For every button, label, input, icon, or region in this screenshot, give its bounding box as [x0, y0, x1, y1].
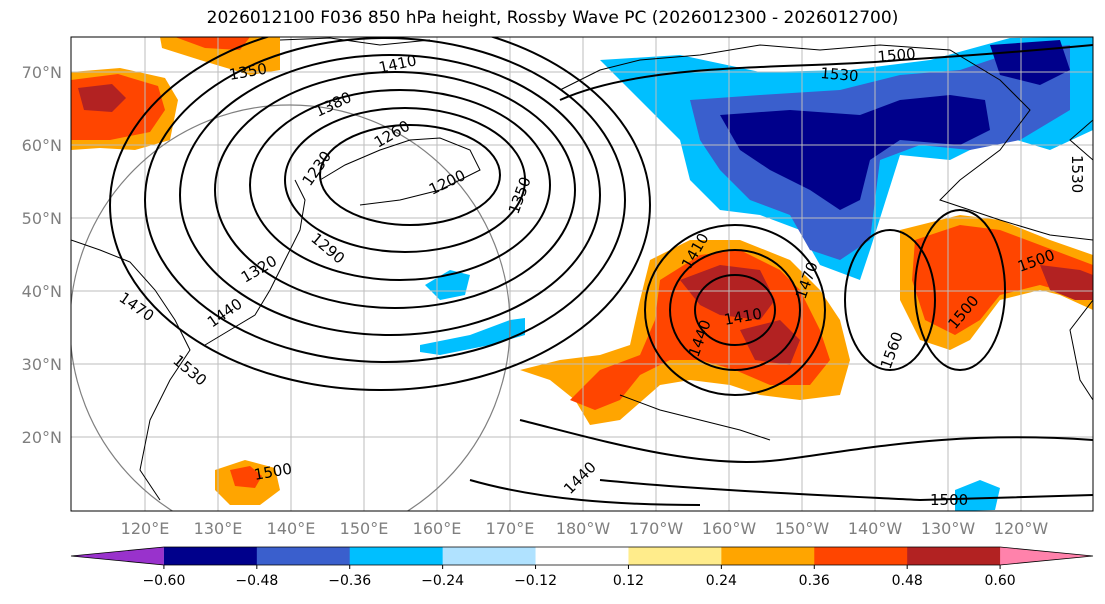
colorbar-tick-label: 0.60: [985, 573, 1016, 589]
colorbar-extend-min: [71, 547, 164, 565]
longitude-labels: 120°E 130°E 140°E 150°E 160°E 170°E 180°…: [121, 519, 1049, 538]
lon-label: 180°W: [556, 519, 611, 538]
colorbar: −0.60 −0.48 −0.36 −0.24 −0.12 0.12 0.24 0.36 0.4…: [70, 546, 1094, 589]
colorbar-segment: [907, 547, 1001, 565]
map-border: [70, 36, 1094, 512]
lat-label: 30°N: [22, 355, 62, 374]
colorbar-extend-max: [1000, 547, 1093, 565]
colorbar-tick-label: 0.12: [613, 573, 644, 589]
lat-label: 20°N: [22, 428, 62, 447]
colorbar-tick-label: 0.48: [892, 573, 923, 589]
lat-label: 50°N: [22, 209, 62, 228]
lon-label: 120°W: [994, 519, 1049, 538]
map-panel: 1470 1440 1410 1380 1260 1230 1200 1350 …: [71, 37, 1093, 511]
colorbar-segment: [535, 547, 629, 565]
colorbar-tick-label: −0.60: [142, 573, 185, 589]
lon-label: 170°W: [629, 519, 684, 538]
lon-label: 160°W: [702, 519, 757, 538]
lon-label: 150°W: [775, 519, 830, 538]
colorbar-tick-label: −0.36: [328, 573, 371, 589]
colorbar-segment: [349, 547, 444, 565]
colorbar-tick-label: 0.36: [799, 573, 830, 589]
lon-label: 130°W: [921, 519, 976, 538]
colorbar-segment: [628, 547, 722, 565]
lon-label: 120°E: [121, 519, 170, 538]
colorbar-segment: [163, 547, 258, 565]
lon-label: 160°E: [413, 519, 462, 538]
colorbar-segment: [814, 547, 908, 565]
latitude-labels: 70°N 60°N 50°N 40°N 30°N 20°N: [22, 63, 62, 447]
colorbar-segment: [721, 547, 815, 565]
colorbar-segment: [442, 547, 537, 565]
reference-circle: [71, 104, 511, 511]
lon-label: 140°W: [848, 519, 903, 538]
colorbar-tick-label: −0.12: [514, 573, 557, 589]
lon-label: 130°E: [194, 519, 243, 538]
lon-label: 170°E: [486, 519, 535, 538]
anomaly-shading: [71, 37, 1093, 511]
coastlines: [71, 37, 1093, 501]
contour-label: 1530: [1068, 155, 1086, 193]
lat-label: 40°N: [22, 282, 62, 301]
contour-label: 1500: [930, 491, 968, 509]
lat-label: 60°N: [22, 136, 62, 155]
map-title: 2026012100 F036 850 hPa height, Rossby W…: [206, 8, 899, 28]
lon-label: 140°E: [267, 519, 316, 538]
lon-label: 150°E: [340, 519, 389, 538]
colorbar-segment: [256, 547, 351, 565]
lat-label: 70°N: [22, 63, 62, 82]
contour-label: 1500: [877, 45, 917, 66]
height-contours: [109, 37, 1093, 506]
colorbar-tick-label: −0.48: [235, 573, 278, 589]
colorbar-tick-label: 0.24: [706, 573, 737, 589]
contour-label: 1530: [820, 64, 860, 85]
colorbar-tick-label: −0.24: [421, 573, 464, 589]
